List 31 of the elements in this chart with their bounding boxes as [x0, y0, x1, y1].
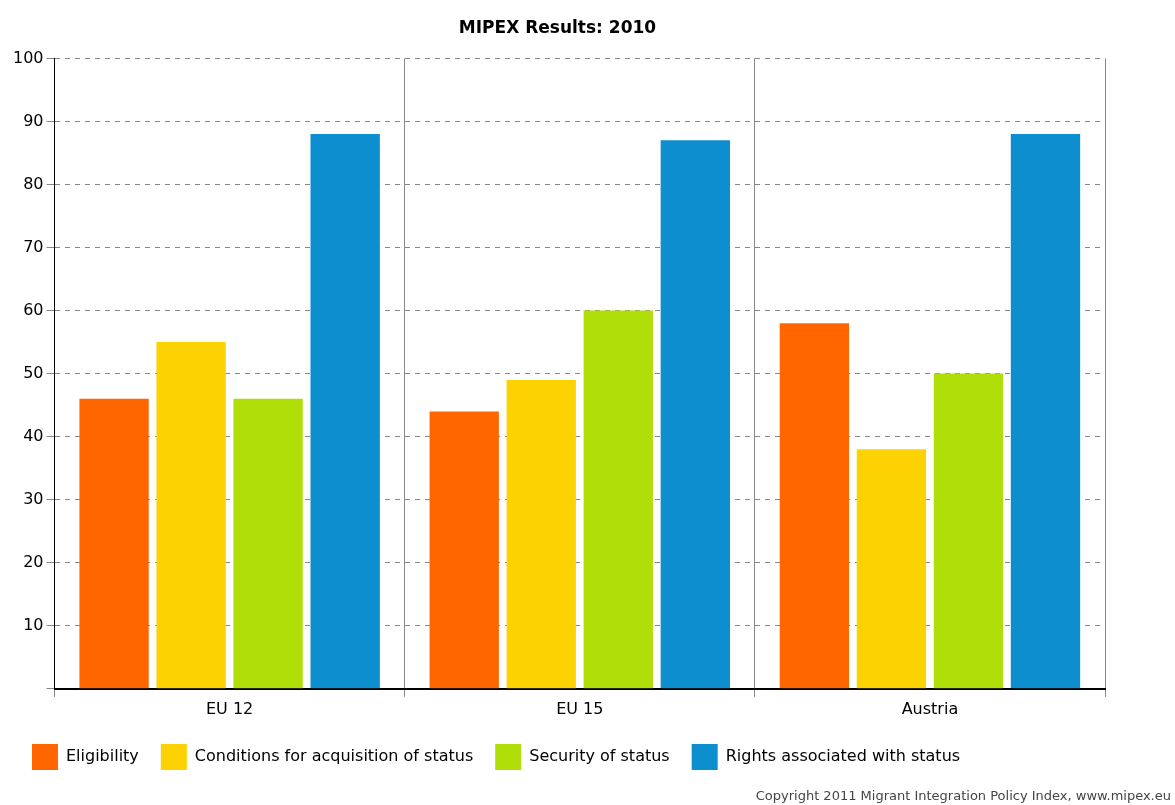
x-tick-label: EU 12 [205, 698, 254, 718]
bar [933, 373, 1004, 689]
y-tick-label: 90 [23, 110, 44, 130]
y-tick-label: 50 [23, 362, 44, 382]
bar [660, 140, 730, 689]
bar [233, 398, 303, 689]
x-tick-label: Austria [901, 698, 959, 718]
bar [779, 323, 850, 689]
bar [1010, 134, 1081, 689]
bar [429, 411, 499, 689]
bar [583, 310, 653, 689]
legend-label: Security of status [529, 746, 670, 766]
y-tick-label: 10 [23, 614, 44, 634]
x-tick-label: EU 15 [556, 698, 604, 718]
legend-label: Rights associated with status [725, 746, 961, 766]
bar [856, 449, 927, 689]
bar [506, 379, 576, 689]
bar [156, 342, 226, 689]
text: Copyright 2011 Migrant Integration Policy Index, www.mipex.eu [755, 788, 1171, 803]
y-tick-label: 70 [23, 236, 44, 256]
y-tick-label: 80 [23, 173, 44, 193]
bar [79, 398, 149, 689]
y-tick-label: 100 [12, 47, 44, 67]
legend-label: Conditions for acquisition of status [194, 746, 474, 766]
y-tick-label: 60 [23, 299, 44, 319]
y-tick-label: 30 [23, 488, 44, 508]
y-tick-label: 40 [23, 425, 44, 445]
legend-label: Eligibility [66, 746, 139, 766]
chart-title: MIPEX Results: 2010 [458, 16, 657, 37]
bar [310, 134, 380, 689]
y-tick-label: 20 [23, 551, 44, 571]
